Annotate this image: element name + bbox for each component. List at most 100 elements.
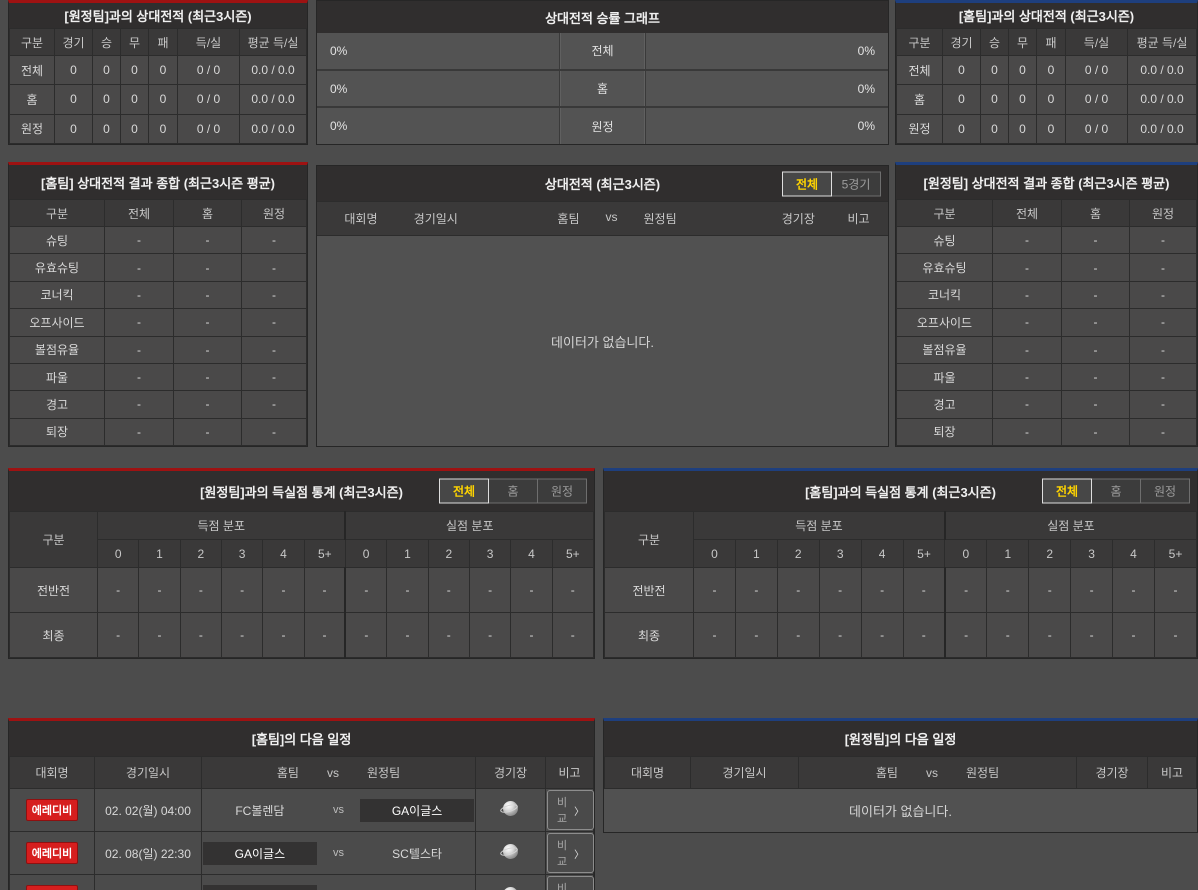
row-label: 코너킥 — [896, 280, 993, 310]
stat-value: - — [173, 390, 242, 419]
home-team[interactable]: FC볼렌담 — [235, 803, 285, 818]
column-header: 경기 — [942, 28, 981, 56]
stadium-globe-icon[interactable] — [503, 801, 518, 816]
stat-value: - — [241, 280, 307, 310]
column-header: 경기 — [54, 28, 93, 56]
note-cell: 비교 〉 — [545, 831, 595, 875]
vs-label: vs — [332, 804, 344, 816]
stat-value: - — [902, 567, 946, 613]
stat-value: - — [992, 390, 1062, 419]
tab[interactable]: 전체 — [439, 478, 489, 504]
col-away: 원정팀 — [643, 212, 677, 226]
stat-value: 0.0 / 0.0 — [1127, 84, 1197, 115]
section-away-schedule: [원정팀]의 다음 일정 대회명 경기일시 홈팀 vs 원정팀 경기장 비고 데이터… — [603, 718, 1198, 833]
column-header: 득/실 — [1065, 28, 1128, 56]
stadium-globe-icon[interactable] — [503, 844, 518, 859]
stat-value: 0 — [148, 113, 178, 145]
league-badge[interactable]: 에레디비 — [25, 842, 79, 864]
table-row: 전반전 ------------ — [604, 567, 1198, 613]
table-row: 오프사이드 --- — [9, 308, 307, 337]
compare-button[interactable]: 비교〉 — [547, 790, 595, 830]
stadium-globe-icon[interactable] — [503, 887, 518, 890]
table-row: 코너킥 --- — [896, 280, 1197, 310]
col-league: 대회명 — [9, 756, 95, 789]
table-row: 오프사이드 --- — [896, 308, 1197, 337]
section-title-text: [홈팀]과의 득실점 통계 (최근3시즌) — [805, 484, 996, 500]
bin-header: 5+ — [1153, 539, 1198, 568]
tab[interactable]: 전체 — [1042, 478, 1092, 504]
compare-label: 비교 — [557, 840, 568, 868]
away-team[interactable]: GA이글스 — [360, 798, 474, 822]
table-row: 경고 --- — [9, 390, 307, 419]
stat-value: - — [104, 362, 174, 392]
graph-row: 0% 홈 0% — [317, 70, 888, 109]
stat-value: - — [1028, 567, 1072, 613]
match-teams: GA이글스 vs 헤렌벤 — [201, 874, 476, 890]
away-percent: 0% — [857, 119, 875, 134]
bin-header: 5+ — [303, 539, 346, 568]
stat-value: 0 / 0 — [177, 113, 240, 145]
header-row: 대회명 경기일시 홈팀 vs 원정팀 경기장 비고 — [604, 756, 1197, 789]
stat-value: - — [241, 335, 307, 364]
bin-header: 2 — [427, 539, 470, 568]
col-home: 홈팀 — [875, 766, 898, 780]
group-header-row: 구분 득점 분포 실점 분포 — [604, 511, 1197, 568]
bin-header: 3 — [220, 539, 264, 568]
stat-value: - — [138, 567, 181, 613]
away-bar-area: 0% — [646, 33, 888, 69]
home-bar-area: 0% — [317, 108, 559, 144]
tab[interactable]: 원정 — [1140, 478, 1190, 504]
stat-value: - — [1129, 253, 1197, 282]
stat-value: 0 — [148, 54, 178, 86]
row-label: 퇴장 — [9, 417, 105, 447]
home-team[interactable]: GA이글스 — [203, 841, 317, 865]
stat-value: 0 — [148, 84, 178, 115]
stat-value: - — [241, 253, 307, 282]
stat-value: 0 — [1036, 84, 1066, 115]
col-gubun: 구분 — [604, 511, 694, 568]
column-header: 패 — [1036, 28, 1066, 56]
bins-header-row: 0 1 2 3 4 5+ 0 1 2 3 4 5+ — [605, 539, 1198, 568]
stat-value: 0 — [942, 54, 981, 86]
column-header: 구분 — [9, 28, 55, 56]
stat-value: 0 — [120, 84, 149, 115]
compare-button[interactable]: 비교〉 — [547, 876, 595, 890]
section-title: [원정팀]의 다음 일정 — [604, 721, 1197, 756]
section-title: 상대전적 (최근3시즌) 전체 5경기 — [317, 166, 888, 201]
row-label: 유효슈팅 — [9, 253, 105, 282]
tab[interactable]: 홈 — [488, 478, 538, 504]
col-goals-for: 득점 분포 — [692, 511, 946, 540]
vs-label: vs — [332, 847, 344, 859]
section-vs-home-record: [홈팀]과의 상대전적 (최근3시즌) 구분 경기 승 무 패 득/실 평균 득/실 전체 … — [895, 0, 1198, 145]
home-bar-area: 0% — [317, 33, 559, 69]
stat-value: - — [1061, 253, 1130, 282]
table-row: 퇴장 --- — [896, 417, 1197, 447]
stat-value: - — [303, 567, 346, 613]
stat-value: - — [386, 612, 429, 658]
stat-value: - — [241, 308, 307, 337]
table-row: 파울 --- — [9, 362, 307, 392]
score-stats-table: 구분 득점 분포 실점 분포 0 1 2 3 4 5+ 0 1 2 3 4 5+ 전반전 ------… — [9, 511, 595, 658]
column-header: 승 — [980, 28, 1009, 56]
away-team[interactable]: 헤렌벤 — [360, 885, 474, 890]
stat-value: - — [241, 390, 307, 419]
league-badge[interactable]: 에레디비 — [25, 799, 79, 821]
tab[interactable]: 홈 — [1091, 478, 1141, 504]
away-team[interactable]: SC텔스타 — [392, 846, 442, 861]
empty-message: 데이터가 없습니다. — [317, 236, 888, 446]
stat-value: - — [104, 308, 174, 337]
stat-value: - — [173, 225, 242, 255]
bin-header: 1 — [386, 539, 429, 568]
stat-value: - — [1061, 280, 1130, 310]
tab[interactable]: 전체 — [782, 171, 832, 196]
league-badge[interactable]: 에레디비 — [25, 885, 79, 890]
bin-header: 0 — [693, 539, 736, 568]
tab[interactable]: 5경기 — [831, 171, 881, 196]
stat-value: - — [510, 567, 553, 613]
section-title: [홈팀]과의 상대전적 (최근3시즌) — [896, 3, 1197, 28]
home-team[interactable]: GA이글스 — [203, 884, 317, 890]
stat-value: - — [992, 362, 1062, 392]
tab[interactable]: 원정 — [537, 478, 587, 504]
compare-button[interactable]: 비교〉 — [547, 833, 595, 873]
